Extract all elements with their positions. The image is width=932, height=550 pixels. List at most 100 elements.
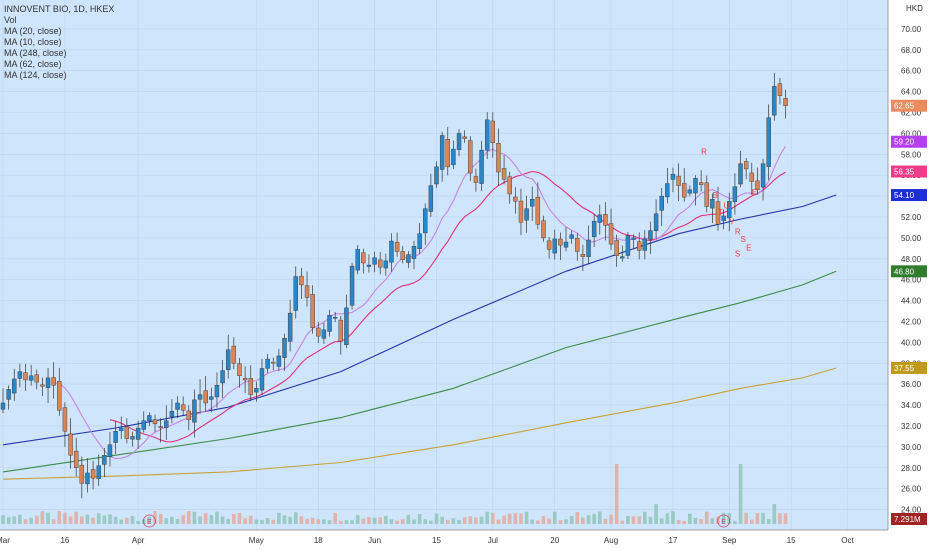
volume-bar — [350, 520, 354, 524]
volume-bar — [181, 515, 185, 524]
price-badge-label: 7.291M — [894, 515, 921, 524]
pattern-annotation: E — [746, 243, 751, 252]
volume-bar — [203, 513, 208, 524]
candle-body — [141, 420, 146, 430]
candle-body — [451, 148, 456, 166]
candle-body — [738, 163, 743, 185]
candle-body — [17, 371, 23, 379]
volume-bar — [147, 516, 152, 524]
price-badge-label: 54.10 — [894, 191, 915, 200]
volume-bar — [384, 515, 388, 524]
volume-bar — [119, 519, 124, 524]
candle-body — [530, 199, 535, 207]
candle-body — [513, 196, 518, 202]
volume-bar — [761, 512, 765, 524]
candle-body — [287, 312, 293, 342]
volume-bar — [738, 464, 743, 524]
candle-body — [710, 199, 715, 209]
y-tick-label: 58.00 — [901, 150, 922, 159]
candle-body — [552, 238, 557, 254]
candle-body — [575, 238, 580, 252]
volume-bar — [626, 516, 630, 524]
volume-bar — [778, 513, 782, 524]
candle-body — [636, 241, 642, 251]
volume-bar — [85, 514, 90, 524]
candle-body — [361, 252, 366, 264]
candle-body — [400, 251, 405, 261]
candle-body — [175, 402, 180, 410]
candle-body — [96, 465, 101, 479]
volume-bar — [305, 518, 309, 524]
volume-bar — [603, 518, 608, 524]
volume-bar — [721, 512, 726, 524]
candle-body — [462, 136, 467, 139]
candle-body — [119, 427, 124, 431]
candle-body — [225, 349, 231, 370]
candle-body — [468, 140, 473, 174]
volume-bar — [57, 511, 62, 524]
candle-body — [130, 436, 135, 440]
volume-bar — [581, 517, 585, 524]
candle-body — [473, 176, 479, 183]
price-badge-label: 59.20 — [894, 138, 915, 147]
y-tick-label: 26.00 — [901, 485, 922, 494]
candle-body — [727, 201, 732, 219]
y-tick-label: 46.00 — [901, 276, 922, 285]
volume-bar — [575, 512, 580, 524]
volume-bar — [530, 519, 535, 524]
candle-body — [6, 389, 11, 400]
volume-bar — [226, 518, 230, 524]
volume-bar — [51, 519, 56, 524]
currency-label: HKD — [906, 4, 923, 13]
candle-body — [743, 161, 749, 170]
candle-body — [102, 455, 107, 465]
volume-bar — [654, 504, 658, 524]
volume-bar — [372, 517, 377, 524]
y-tick-label: 30.00 — [901, 443, 922, 452]
y-tick-label: 24.00 — [901, 506, 922, 515]
legend-ma1: MA (20, close) — [4, 26, 62, 36]
candle-body — [57, 381, 62, 411]
candle-body — [248, 378, 253, 395]
candle-body — [265, 358, 270, 369]
volume-bar — [175, 518, 180, 524]
candle-body — [558, 238, 563, 246]
x-tick-label: Apr — [132, 536, 145, 545]
price-badge-label: 37.55 — [894, 364, 915, 373]
y-tick-label: 66.00 — [901, 67, 922, 76]
volume-bar — [220, 516, 225, 524]
volume-bar — [361, 518, 366, 524]
volume-bar — [744, 512, 748, 524]
candle-body — [293, 276, 298, 311]
candle-body — [518, 200, 524, 223]
volume-bar — [637, 516, 641, 524]
volume-bar — [23, 519, 28, 524]
pattern-annotation: Y — [729, 217, 735, 226]
volume-bar — [541, 516, 546, 524]
volume-bar — [153, 511, 157, 524]
candle-body — [777, 83, 783, 96]
x-tick-label: Jun — [368, 536, 381, 545]
candle-body — [180, 404, 186, 411]
price-badge — [891, 99, 927, 112]
candle-body — [608, 223, 614, 245]
ma20-line — [109, 170, 786, 443]
candle-body — [541, 220, 546, 239]
candle-body — [406, 254, 411, 263]
candle-body — [276, 355, 282, 367]
candle-body — [237, 363, 242, 377]
volume-bar — [485, 511, 489, 524]
volume-bar — [597, 511, 602, 524]
candle-body — [586, 239, 591, 257]
y-tick-label: 64.00 — [901, 88, 922, 97]
x-tick-label: Sep — [722, 536, 737, 545]
y-tick-label: 52.00 — [901, 213, 922, 222]
candle-body — [569, 234, 574, 239]
x-tick-label: Oct — [841, 536, 854, 545]
y-tick-label: 60.00 — [901, 129, 922, 138]
candle-body — [28, 375, 34, 381]
candle-body — [242, 377, 248, 381]
volume-bar — [136, 520, 140, 524]
